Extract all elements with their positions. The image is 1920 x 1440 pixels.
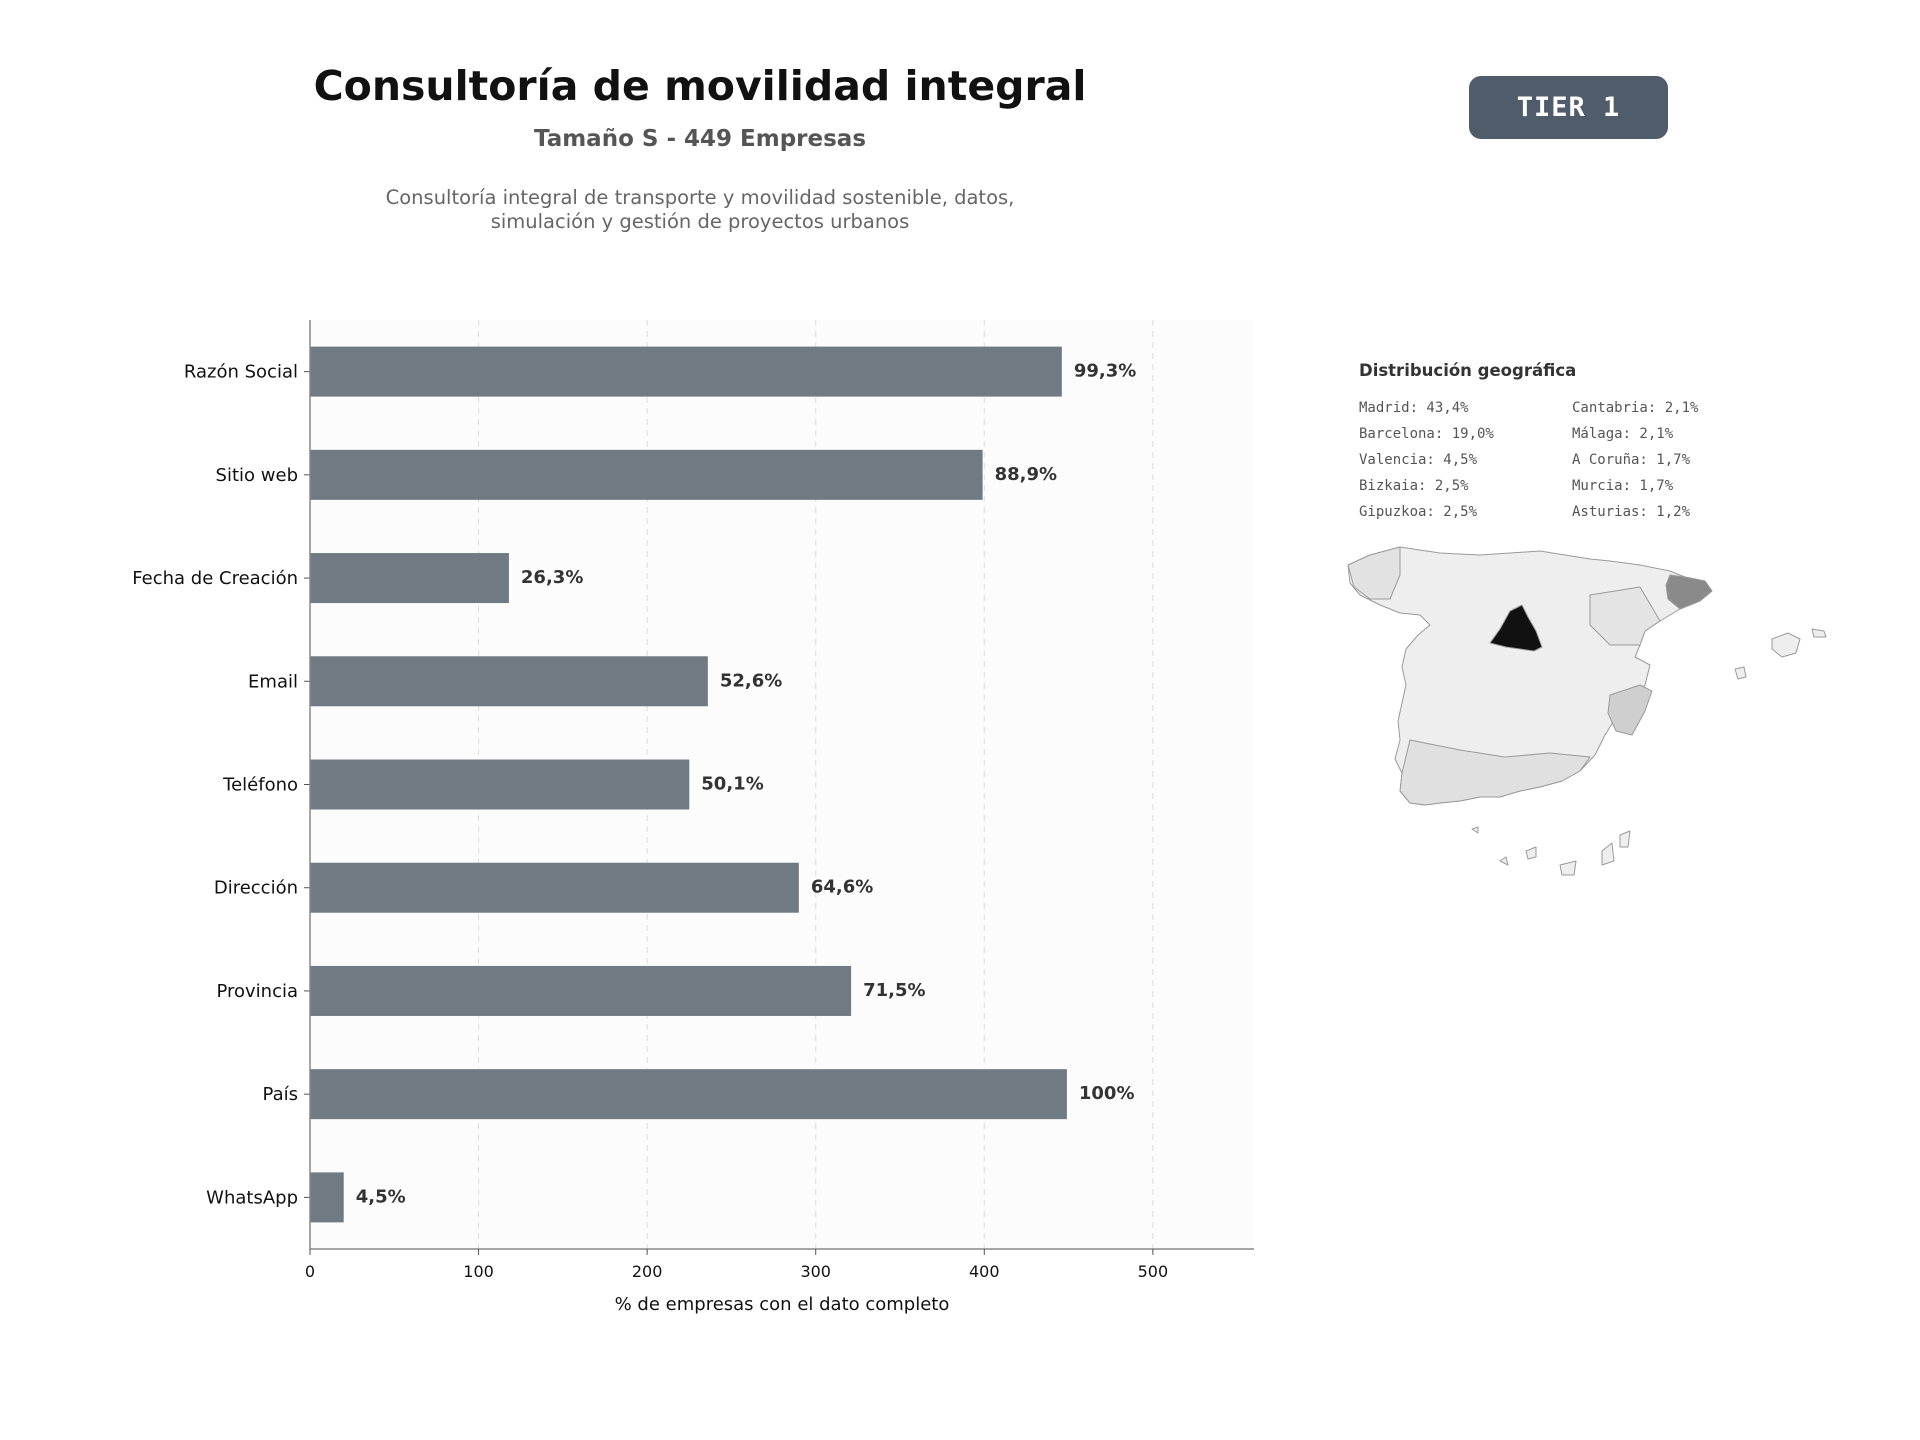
geo-item: Murcia: 1,7% bbox=[1572, 478, 1674, 494]
map-island-menorca bbox=[1811, 628, 1827, 638]
map-island-canary-4 bbox=[1525, 846, 1537, 860]
page-title: Consultoría de movilidad integral bbox=[313, 62, 1087, 110]
value-label: 71,5% bbox=[863, 980, 925, 1001]
bar bbox=[310, 553, 509, 604]
bar bbox=[310, 759, 690, 810]
x-tick-label: 100 bbox=[463, 1262, 494, 1281]
page-subtitle: Tamaño S - 449 Empresas bbox=[533, 126, 867, 152]
value-label: 99,3% bbox=[1074, 361, 1136, 382]
x-tick-label: 500 bbox=[1138, 1262, 1169, 1281]
map-island-ibiza bbox=[1734, 666, 1747, 680]
geo-item: Madrid: 43,4% bbox=[1359, 400, 1469, 416]
map-province-valencia bbox=[1607, 684, 1653, 736]
bar bbox=[310, 656, 708, 707]
x-axis-label: % de empresas con el dato completo bbox=[615, 1294, 950, 1315]
map-province-north bbox=[1347, 546, 1401, 600]
bar bbox=[310, 965, 852, 1016]
bar bbox=[310, 449, 983, 500]
value-label: 100% bbox=[1079, 1083, 1135, 1104]
geo-item: Cantabria: 2,1% bbox=[1572, 400, 1699, 416]
map-island-mallorca bbox=[1771, 632, 1801, 658]
value-label: 88,9% bbox=[995, 464, 1057, 485]
geo-item: Bizkaia: 2,5% bbox=[1359, 478, 1469, 494]
y-tick-label: Teléfono bbox=[222, 775, 298, 796]
map-island-canary-5 bbox=[1499, 856, 1509, 866]
bar bbox=[310, 862, 799, 913]
tier-badge: TIER 1 bbox=[1469, 76, 1668, 139]
y-tick-label: Email bbox=[248, 671, 298, 692]
map-province-barcelona bbox=[1665, 574, 1713, 610]
description-line-2: simulación y gestión de proyectos urbano… bbox=[490, 210, 910, 233]
map-island-canary-3 bbox=[1619, 830, 1631, 848]
bar bbox=[310, 346, 1062, 397]
bar bbox=[310, 1069, 1067, 1120]
map-island-canary-1 bbox=[1559, 860, 1577, 876]
description-line-1: Consultoría integral de transporte y mov… bbox=[385, 186, 1015, 209]
map-island-canary-2 bbox=[1601, 842, 1615, 866]
x-tick-label: 0 bbox=[305, 1262, 315, 1281]
geo-title: Distribución geográfica bbox=[1359, 361, 1577, 380]
map-province-south bbox=[1399, 739, 1591, 806]
value-label: 4,5% bbox=[356, 1186, 406, 1207]
y-tick-label: WhatsApp bbox=[206, 1187, 298, 1208]
value-label: 64,6% bbox=[811, 877, 873, 898]
y-tick-label: Provincia bbox=[216, 981, 298, 1002]
x-tick-label: 200 bbox=[632, 1262, 663, 1281]
y-tick-label: Dirección bbox=[214, 878, 298, 899]
spain-map bbox=[1347, 546, 1827, 876]
geo-item: Asturias: 1,2% bbox=[1572, 504, 1691, 520]
geo-item: Málaga: 2,1% bbox=[1572, 426, 1674, 442]
x-tick-label: 300 bbox=[800, 1262, 831, 1281]
map-province-east bbox=[1589, 586, 1661, 646]
geo-item: Valencia: 4,5% bbox=[1359, 452, 1478, 468]
y-tick-label: Sitio web bbox=[216, 465, 298, 486]
map-province-madrid bbox=[1489, 604, 1543, 652]
description: Consultoría integral de transporte y mov… bbox=[300, 186, 1100, 234]
geo-list: Madrid: 43,4% Cantabria: 2,1% Barcelona:… bbox=[1359, 399, 1799, 522]
bar-chart: Razón Social 99,3% Sitio web 88,9% Fecha de … bbox=[132, 320, 1254, 1315]
y-tick-label: Fecha de Creación bbox=[132, 568, 298, 589]
y-tick-label: Razón Social bbox=[184, 362, 298, 383]
value-label: 26,3% bbox=[521, 567, 583, 588]
value-label: 50,1% bbox=[701, 774, 763, 795]
geo-item: A Coruña: 1,7% bbox=[1572, 452, 1691, 468]
geo-item: Barcelona: 19,0% bbox=[1359, 426, 1494, 442]
geo-item: Gipuzkoa: 2,5% bbox=[1359, 504, 1478, 520]
bar bbox=[310, 1172, 344, 1223]
y-tick-label: País bbox=[263, 1084, 298, 1105]
x-tick-label: 400 bbox=[969, 1262, 1000, 1281]
map-island-canary-6 bbox=[1471, 826, 1479, 834]
value-label: 52,6% bbox=[720, 670, 782, 691]
